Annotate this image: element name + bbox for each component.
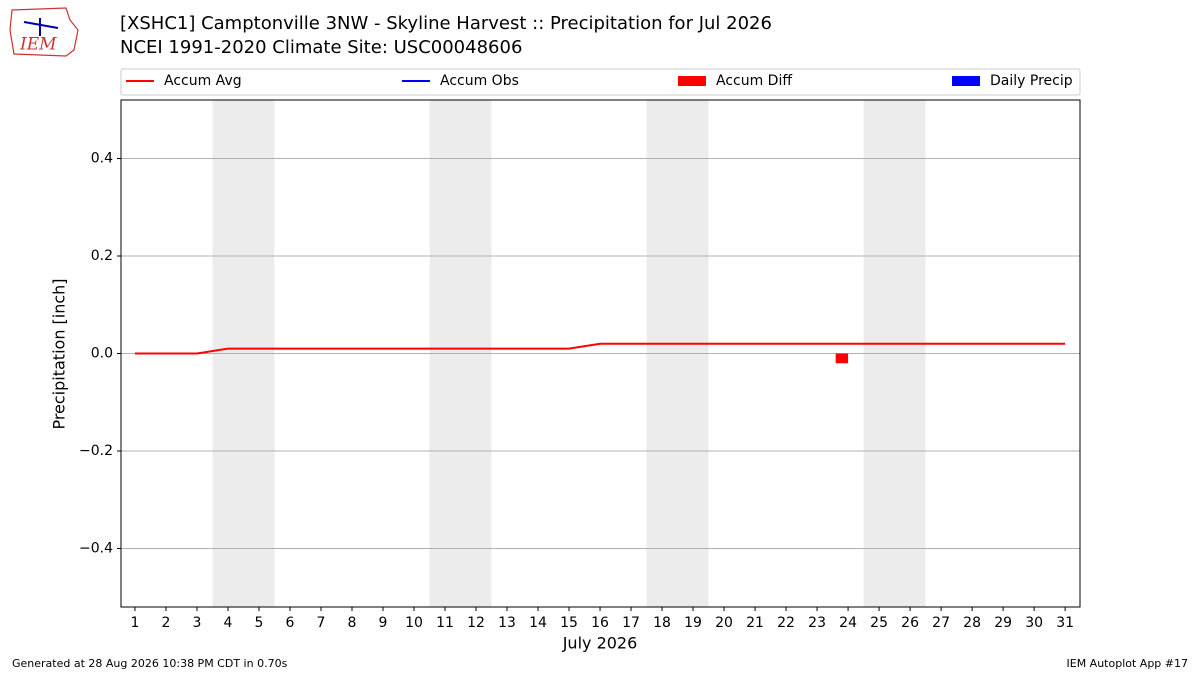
- legend-swatch: [678, 76, 706, 86]
- y-tick-label: 0.0: [91, 346, 113, 362]
- x-tick-label: 27: [932, 615, 950, 631]
- footer-right: IEM Autoplot App #17: [1067, 657, 1189, 670]
- diff-bar: [835, 353, 849, 364]
- chart-subtitle: NCEI 1991-2020 Climate Site: USC00048606: [120, 37, 522, 58]
- x-tick-label: 11: [436, 615, 454, 631]
- y-axis-label: Precipitation [inch]: [50, 278, 69, 429]
- logo-text: IEM: [19, 35, 57, 55]
- x-tick-label: 19: [684, 615, 702, 631]
- y-tick-label: 0.2: [91, 248, 113, 264]
- legend: [120, 68, 1081, 96]
- x-tick-label: 18: [653, 615, 671, 631]
- x-tick-label: 10: [405, 615, 423, 631]
- x-tick-label: 12: [467, 615, 485, 631]
- footer-left: Generated at 28 Aug 2026 10:38 PM CDT in…: [12, 657, 288, 670]
- x-tick-label: 31: [1056, 615, 1074, 631]
- x-tick-label: 4: [224, 615, 233, 631]
- x-tick-label: 17: [622, 615, 640, 631]
- x-tick-label: 25: [870, 615, 888, 631]
- x-tick-label: 16: [591, 615, 609, 631]
- y-tick-label: −0.2: [79, 443, 113, 459]
- x-tick-label: 21: [746, 615, 764, 631]
- legend-label: Accum Avg: [164, 73, 242, 89]
- x-tick-label: 26: [901, 615, 919, 631]
- x-tick-label: 20: [715, 615, 733, 631]
- x-tick-label: 9: [379, 615, 388, 631]
- x-tick-label: 24: [839, 615, 857, 631]
- legend-label: Accum Diff: [716, 73, 792, 89]
- y-tick-label: −0.4: [79, 541, 113, 557]
- y-tick-label: 0.4: [91, 151, 113, 167]
- x-tick-label: 30: [1025, 615, 1043, 631]
- x-tick-label: 29: [994, 615, 1012, 631]
- x-tick-label: 1: [130, 615, 139, 631]
- chart-title: [XSHC1] Camptonville 3NW - Skyline Harve…: [120, 13, 772, 34]
- x-tick-label: 3: [193, 615, 202, 631]
- logo: IEM: [9, 7, 79, 57]
- x-tick-label: 14: [529, 615, 547, 631]
- x-tick-label: 2: [161, 615, 170, 631]
- x-tick-label: 13: [498, 615, 516, 631]
- legend-swatch: [952, 76, 980, 86]
- x-tick-label: 22: [777, 615, 795, 631]
- x-tick-label: 7: [317, 615, 326, 631]
- legend-label: Accum Obs: [440, 73, 519, 89]
- x-tick-label: 8: [348, 615, 357, 631]
- x-tick-label: 15: [560, 615, 578, 631]
- x-tick-label: 28: [963, 615, 981, 631]
- x-axis-label: July 2026: [562, 634, 638, 653]
- x-tick-label: 23: [808, 615, 826, 631]
- legend-label: Daily Precip: [990, 73, 1073, 89]
- plot-frame: [120, 99, 1081, 608]
- series-line: [134, 342, 1066, 355]
- x-tick-label: 5: [255, 615, 264, 631]
- x-tick-label: 6: [286, 615, 295, 631]
